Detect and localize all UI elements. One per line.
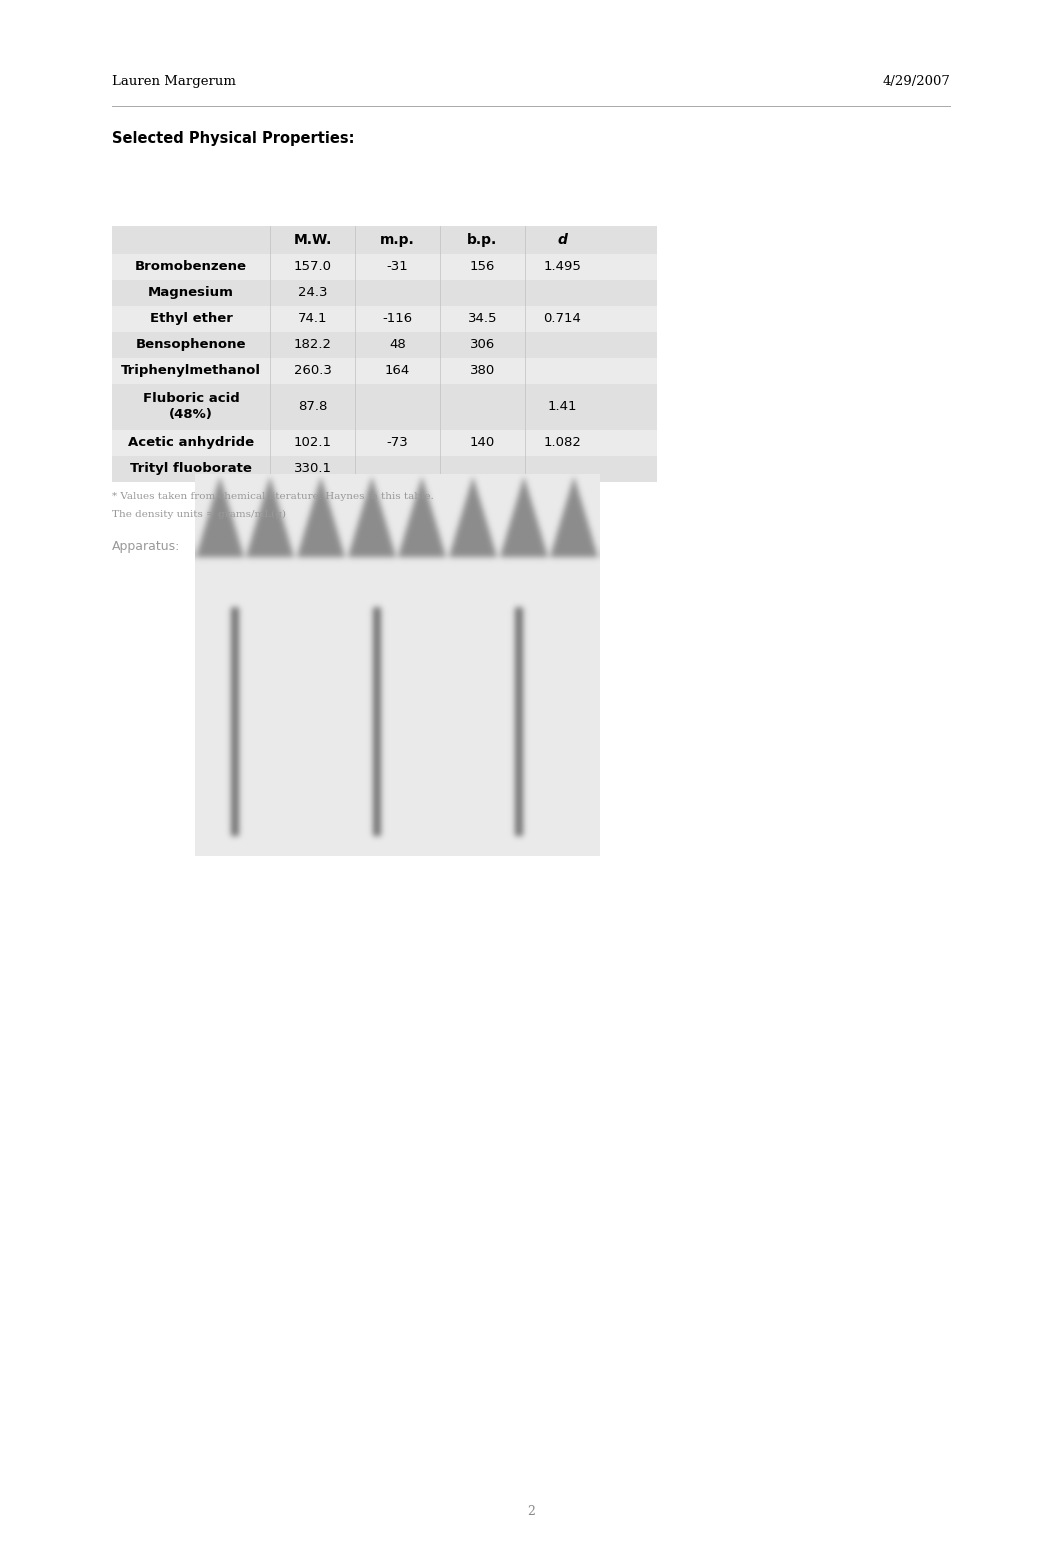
Text: 156: 156 — [469, 260, 495, 274]
Text: 306: 306 — [469, 338, 495, 352]
Text: 48: 48 — [389, 338, 406, 352]
Text: 164: 164 — [384, 364, 410, 377]
Text: 1.41: 1.41 — [548, 400, 578, 414]
Text: Apparatus:: Apparatus: — [112, 540, 181, 552]
FancyBboxPatch shape — [112, 456, 657, 482]
Text: 157.0: 157.0 — [293, 260, 331, 274]
FancyBboxPatch shape — [112, 429, 657, 456]
Text: -116: -116 — [382, 313, 412, 325]
Text: 1.495: 1.495 — [544, 260, 581, 274]
Text: 4/29/2007: 4/29/2007 — [883, 76, 950, 89]
Text: Bensophenone: Bensophenone — [136, 338, 246, 352]
Text: Bromobenzene: Bromobenzene — [135, 260, 247, 274]
Text: Magnesium: Magnesium — [148, 286, 234, 299]
Text: 2: 2 — [527, 1505, 535, 1519]
Text: 330.1: 330.1 — [293, 462, 331, 475]
Text: M.W.: M.W. — [293, 232, 331, 246]
Text: * Values taken from chemical literature. Haynes in this table.: * Values taken from chemical literature.… — [112, 492, 433, 501]
Text: m.p.: m.p. — [380, 232, 415, 246]
Text: 0.714: 0.714 — [544, 313, 581, 325]
Text: 34.5: 34.5 — [467, 313, 497, 325]
Text: -31: -31 — [387, 260, 409, 274]
FancyBboxPatch shape — [112, 226, 657, 254]
FancyBboxPatch shape — [112, 305, 657, 331]
Text: Fluboric acid
(48%): Fluboric acid (48%) — [142, 392, 239, 422]
Text: 74.1: 74.1 — [297, 313, 327, 325]
Text: Lauren Margerum: Lauren Margerum — [112, 76, 236, 89]
Text: d: d — [558, 232, 567, 246]
Text: Selected Physical Properties:: Selected Physical Properties: — [112, 131, 355, 146]
Text: 380: 380 — [469, 364, 495, 377]
Text: Ethyl ether: Ethyl ether — [150, 313, 233, 325]
Text: 1.082: 1.082 — [544, 436, 581, 450]
Text: Trityl fluoborate: Trityl fluoborate — [130, 462, 252, 475]
Text: 182.2: 182.2 — [293, 338, 331, 352]
Text: b.p.: b.p. — [467, 232, 498, 246]
FancyBboxPatch shape — [112, 254, 657, 280]
Text: 140: 140 — [469, 436, 495, 450]
FancyBboxPatch shape — [112, 331, 657, 358]
FancyBboxPatch shape — [112, 280, 657, 305]
FancyBboxPatch shape — [112, 384, 657, 429]
Text: 24.3: 24.3 — [297, 286, 327, 299]
Text: -73: -73 — [387, 436, 409, 450]
Text: Triphenylmethanol: Triphenylmethanol — [121, 364, 261, 377]
Text: Acetic anhydride: Acetic anhydride — [127, 436, 254, 450]
Text: The density units = grams/mL(g): The density units = grams/mL(g) — [112, 510, 286, 518]
Text: 102.1: 102.1 — [293, 436, 331, 450]
Text: 260.3: 260.3 — [293, 364, 331, 377]
FancyBboxPatch shape — [112, 358, 657, 384]
Text: 87.8: 87.8 — [297, 400, 327, 414]
